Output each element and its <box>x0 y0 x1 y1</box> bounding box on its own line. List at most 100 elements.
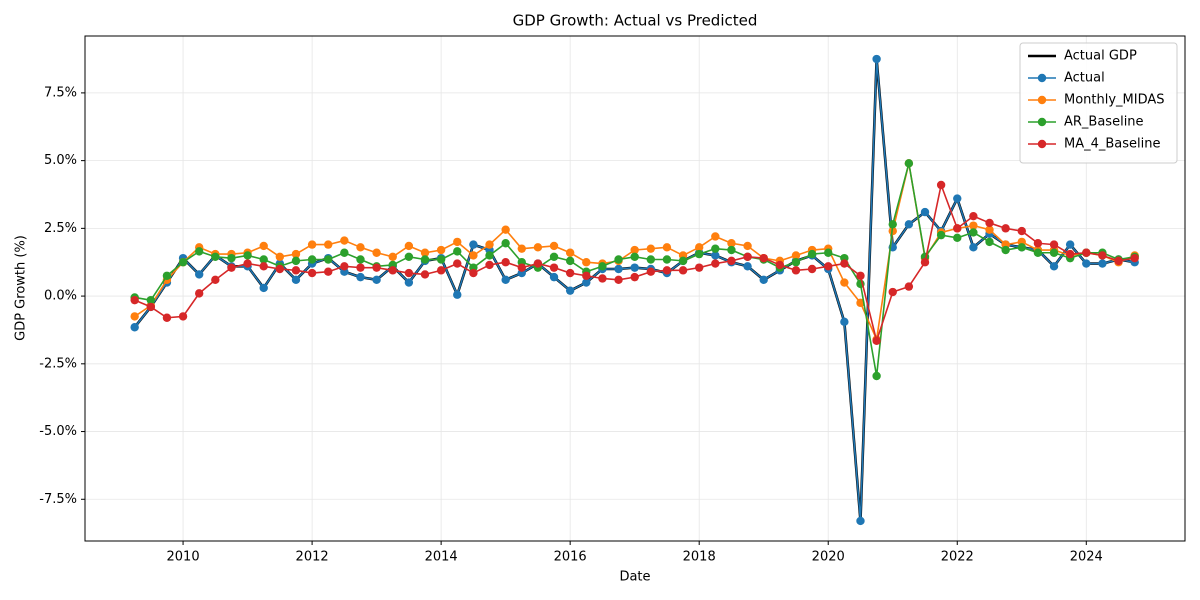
data-point <box>533 243 543 252</box>
data-point <box>759 253 768 263</box>
legend-marker <box>1037 73 1047 83</box>
y-tick-label: -5.0% <box>39 424 77 439</box>
data-point <box>711 232 720 241</box>
data-point <box>162 313 172 322</box>
data-point <box>533 259 543 268</box>
data-point <box>953 194 962 203</box>
data-point <box>743 252 752 262</box>
data-point <box>404 252 414 262</box>
data-point <box>178 258 188 267</box>
data-point <box>791 258 801 267</box>
data-point <box>953 224 962 233</box>
data-point <box>807 249 817 259</box>
data-point <box>194 247 204 256</box>
data-point <box>694 249 704 259</box>
data-point <box>904 159 914 168</box>
data-point <box>501 225 510 234</box>
data-point <box>453 237 462 247</box>
data-point <box>694 263 704 272</box>
data-point <box>953 233 962 243</box>
data-point <box>453 290 462 299</box>
data-point <box>630 245 639 255</box>
data-point <box>356 263 365 272</box>
data-point <box>356 255 365 264</box>
data-point <box>985 218 994 228</box>
data-point <box>420 255 430 264</box>
data-point <box>130 323 139 332</box>
data-point <box>517 263 526 272</box>
data-point <box>630 272 639 282</box>
data-point <box>678 266 688 275</box>
data-point <box>291 249 301 259</box>
data-point <box>565 248 575 257</box>
data-point <box>340 248 349 257</box>
plot-frame <box>84 35 1186 542</box>
data-point <box>1098 251 1107 260</box>
x-tick-label: 2024 <box>1070 550 1103 565</box>
legend-marker <box>1037 95 1047 105</box>
y-tick-label: -2.5% <box>39 356 77 371</box>
data-point <box>404 278 414 287</box>
data-point <box>743 241 752 251</box>
data-point <box>436 255 446 264</box>
data-point <box>565 268 575 278</box>
data-point <box>872 336 881 345</box>
data-point <box>582 271 591 280</box>
y-axis-label: GDP Growth (%) <box>14 235 29 341</box>
data-point <box>227 263 236 272</box>
data-point <box>211 252 220 262</box>
data-point <box>130 295 139 305</box>
legend-marker <box>1037 117 1047 127</box>
data-point <box>243 259 252 268</box>
data-point <box>711 259 720 268</box>
data-point <box>501 258 510 267</box>
legend-label: AR_Baseline <box>1064 115 1144 130</box>
data-point <box>1033 239 1043 248</box>
data-point <box>969 243 978 252</box>
data-point <box>324 267 333 276</box>
data-point <box>549 241 559 251</box>
data-point <box>356 243 365 252</box>
data-point <box>743 262 752 271</box>
data-point <box>178 312 188 321</box>
data-point <box>194 289 204 298</box>
data-point <box>582 258 591 267</box>
legend-marker <box>1037 139 1047 149</box>
data-point <box>372 263 381 272</box>
data-point <box>469 268 478 278</box>
data-point <box>872 54 881 64</box>
x-tick-label: 2022 <box>941 550 974 565</box>
data-point <box>146 302 156 312</box>
y-tick-label: 7.5% <box>44 85 77 100</box>
data-point <box>1065 240 1075 249</box>
chart-title: GDP Growth: Actual vs Predicted <box>513 12 758 30</box>
data-point <box>549 272 559 282</box>
data-point <box>485 260 494 270</box>
data-point <box>1049 262 1059 271</box>
data-point <box>904 220 914 229</box>
data-point <box>775 260 785 270</box>
data-point <box>469 251 478 260</box>
data-point <box>614 275 623 285</box>
data-point <box>307 268 317 278</box>
data-point <box>824 262 833 271</box>
data-point <box>985 225 994 234</box>
data-point <box>791 266 801 275</box>
data-point <box>549 252 559 262</box>
data-point <box>678 256 688 266</box>
data-point <box>630 263 639 272</box>
data-point <box>1001 245 1010 255</box>
data-point <box>453 247 462 256</box>
data-point <box>840 317 849 327</box>
data-point <box>340 262 349 271</box>
data-point <box>872 371 881 381</box>
data-point <box>307 255 317 264</box>
data-point <box>436 266 446 275</box>
data-point <box>711 244 720 253</box>
data-point <box>727 245 736 255</box>
data-point <box>307 240 317 249</box>
data-point <box>630 252 639 262</box>
data-point <box>211 275 220 285</box>
